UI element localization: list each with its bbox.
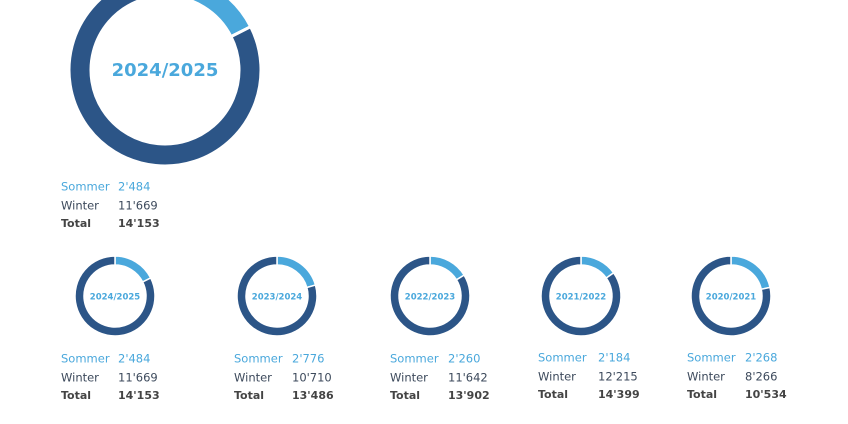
donut-title: 2022/2023 [405,293,456,303]
total-label: Total [538,388,568,401]
legend-label: Sommer [390,352,439,366]
donut-segment [690,255,772,337]
legend-value: 2'484 [118,352,150,366]
legend-label: Winter [61,199,99,213]
legend-value: 11'669 [118,371,158,385]
total-label: Total [390,389,420,402]
legend-value: 2'184 [598,351,630,365]
donut-segment [540,255,622,337]
legend-label: Winter [687,370,725,384]
legend-value: 11'669 [118,199,158,213]
donut-title: 2023/2024 [252,293,303,303]
legend-value: 10'710 [292,371,332,385]
donut-segment [67,0,263,168]
legend-label: Sommer [687,351,736,365]
donut-segment [183,0,253,39]
legend-label: Winter [234,371,272,385]
legend-label: Sommer [234,352,283,366]
donut-title: 2021/2022 [556,293,607,303]
donut-segment [114,255,152,284]
total-label: Total [61,217,91,230]
total-value: 14'399 [598,388,640,401]
donut-segment [236,255,318,337]
total-value: 10'534 [745,388,787,401]
total-value: 14'153 [118,217,160,230]
donut-segment [389,255,471,337]
legend-value: 2'268 [745,351,777,365]
total-label: Total [61,389,91,402]
donut-title: 2024/2025 [90,293,141,303]
total-label: Total [234,389,264,402]
legend-label: Winter [61,371,99,385]
total-value: 14'153 [118,389,160,402]
total-value: 13'902 [448,389,490,402]
donut-segment [730,255,771,291]
donut-segment [580,255,615,280]
donut-segment [429,255,466,281]
legend-label: Sommer [61,180,110,194]
legend-label: Winter [538,370,576,384]
legend-label: Sommer [61,352,110,366]
legend-value: 2'260 [448,352,480,366]
legend-value: 12'215 [598,370,638,384]
legend-value: 11'642 [448,371,488,385]
legend-value: 2'776 [292,352,324,366]
legend-label: Sommer [538,351,587,365]
legend-label: Winter [390,371,428,385]
legend-value: 8'266 [745,370,777,384]
donut-title: 2024/2025 [112,60,219,81]
total-value: 13'486 [292,389,334,402]
donut-segment [276,255,317,289]
legend-value: 2'484 [118,180,150,194]
donut-title: 2020/2021 [706,293,757,303]
donut-segment [74,255,156,337]
total-label: Total [687,388,717,401]
